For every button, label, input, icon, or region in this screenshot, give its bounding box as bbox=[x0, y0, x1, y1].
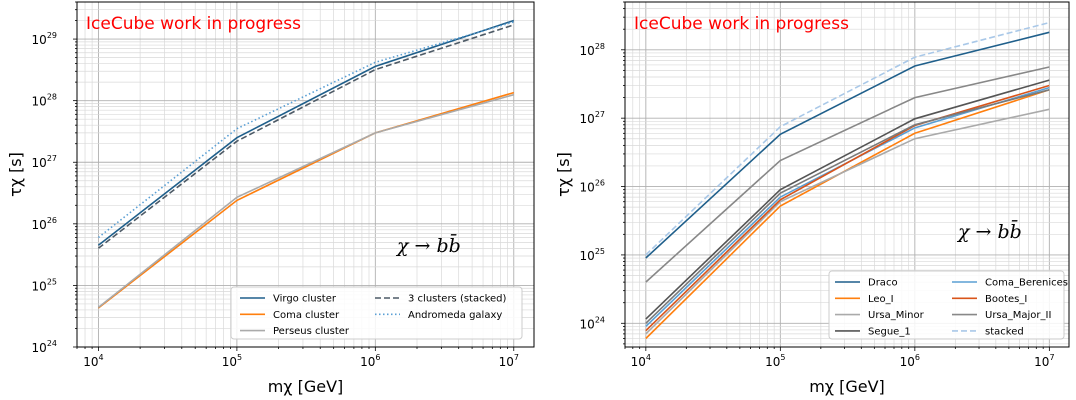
chart-panel-2: 104 105 106 107 1024 1025 1026 1027 1028 mχ [GeV]… bbox=[554, 1, 1070, 396]
y-axis-title: τχ [s] bbox=[6, 152, 25, 197]
legend-label: Coma cluster bbox=[273, 310, 340, 321]
legend-entry: Segue_1 bbox=[835, 326, 911, 337]
x-tick-label: 105 bbox=[222, 353, 242, 369]
y-tick-label: 1026 bbox=[580, 179, 605, 195]
series-line-1 bbox=[97, 19, 515, 246]
x-tick-label: 106 bbox=[900, 353, 920, 369]
y-tick-label: 1028 bbox=[580, 42, 605, 58]
legend-label: Leo_I bbox=[868, 294, 894, 305]
series-line-3 bbox=[97, 93, 515, 309]
legend-entry: stacked bbox=[952, 326, 1024, 337]
y-tick-label: 1027 bbox=[580, 110, 605, 126]
plot-frame bbox=[624, 1, 1070, 348]
legend-entry: Bootes_I bbox=[952, 294, 1027, 305]
watermark-text: IceCube work in progress bbox=[634, 14, 849, 34]
legend-label: Virgo cluster bbox=[273, 294, 337, 305]
x-tick-label: 106 bbox=[360, 353, 380, 369]
legend-entry: Leo_I bbox=[835, 294, 894, 305]
x-tick-label: 107 bbox=[499, 353, 519, 369]
legend-entry: Ursa_Minor bbox=[835, 310, 925, 321]
process-annotation: χ → bb̄ bbox=[395, 233, 461, 257]
legend-entry: Draco bbox=[835, 278, 898, 289]
legend-label: Coma_Berenices bbox=[985, 278, 1068, 289]
legend-box bbox=[230, 286, 523, 340]
legend-entry: Coma cluster bbox=[240, 310, 340, 321]
ticks: 104 105 106 107 1024 1025 1026 1027 1028 bbox=[580, 1, 1055, 369]
legend-label: Draco bbox=[868, 278, 898, 289]
y-tick-label: 1024 bbox=[32, 339, 57, 355]
legend-label: Ursa_Major_II bbox=[985, 310, 1051, 321]
plot-frame bbox=[76, 1, 535, 348]
legend: Draco Leo_I Ursa_Minor Segue_1 Coma_Berenice… bbox=[828, 270, 1068, 340]
watermark-text: IceCube work in progress bbox=[86, 14, 301, 34]
x-axis-title: mχ [GeV] bbox=[268, 377, 344, 396]
series-line-9 bbox=[645, 21, 1050, 256]
y-tick-label: 1024 bbox=[580, 315, 605, 331]
series-line-8 bbox=[645, 89, 1050, 324]
series-line-4 bbox=[645, 79, 1050, 320]
legend-entry: Ursa_Major_II bbox=[952, 310, 1051, 321]
series-line-3 bbox=[645, 108, 1050, 335]
process-annotation: χ → bb̄ bbox=[956, 219, 1022, 243]
y-tick-label: 1025 bbox=[32, 277, 57, 293]
series-line-7 bbox=[645, 66, 1050, 283]
ticks: 104 105 106 107 1024 1025 1026 1027 1028 1029 bbox=[32, 1, 519, 369]
y-tick-label: 1029 bbox=[32, 31, 57, 47]
series-group bbox=[97, 19, 515, 309]
y-tick-label: 1028 bbox=[32, 93, 57, 109]
y-tick-label: 1026 bbox=[32, 216, 57, 232]
legend-box bbox=[828, 270, 1065, 340]
x-tick-label: 104 bbox=[83, 353, 103, 369]
legend-entry: Andromeda galaxy bbox=[375, 310, 502, 321]
legend-label: Perseus cluster bbox=[273, 326, 350, 337]
legend-label: Ursa_Minor bbox=[868, 310, 925, 321]
x-tick-label: 104 bbox=[631, 353, 651, 369]
legend-entry: Coma_Berenices bbox=[952, 278, 1068, 289]
legend: Virgo cluster Coma cluster Perseus cluster… bbox=[230, 286, 523, 340]
series-line-2 bbox=[97, 91, 515, 309]
series-group bbox=[645, 21, 1050, 340]
legend-label: Segue_1 bbox=[868, 326, 911, 337]
y-tick-label: 1027 bbox=[32, 154, 57, 170]
legend-label: 3 clusters (stacked) bbox=[408, 294, 507, 305]
legend-entry: Perseus cluster bbox=[240, 326, 350, 337]
legend-label: stacked bbox=[985, 326, 1024, 337]
x-tick-label: 105 bbox=[765, 353, 785, 369]
chart-panel-1: 104 105 106 107 1024 1025 1026 1027 1028 1029 mχ [… bbox=[6, 1, 535, 396]
y-axis-title: τχ [s] bbox=[554, 152, 573, 197]
series-line-1 bbox=[645, 31, 1050, 259]
legend-entry: 3 clusters (stacked) bbox=[375, 294, 507, 305]
legend-label: Bootes_I bbox=[985, 294, 1027, 305]
x-tick-label: 107 bbox=[1034, 353, 1054, 369]
x-axis-title: mχ [GeV] bbox=[809, 377, 885, 396]
series-line-5 bbox=[97, 21, 515, 239]
y-tick-label: 1025 bbox=[580, 247, 605, 263]
series-line-4 bbox=[97, 24, 515, 249]
legend-entry: Virgo cluster bbox=[240, 294, 337, 305]
legend-label: Andromeda galaxy bbox=[408, 310, 502, 321]
series-line-6 bbox=[645, 84, 1050, 332]
